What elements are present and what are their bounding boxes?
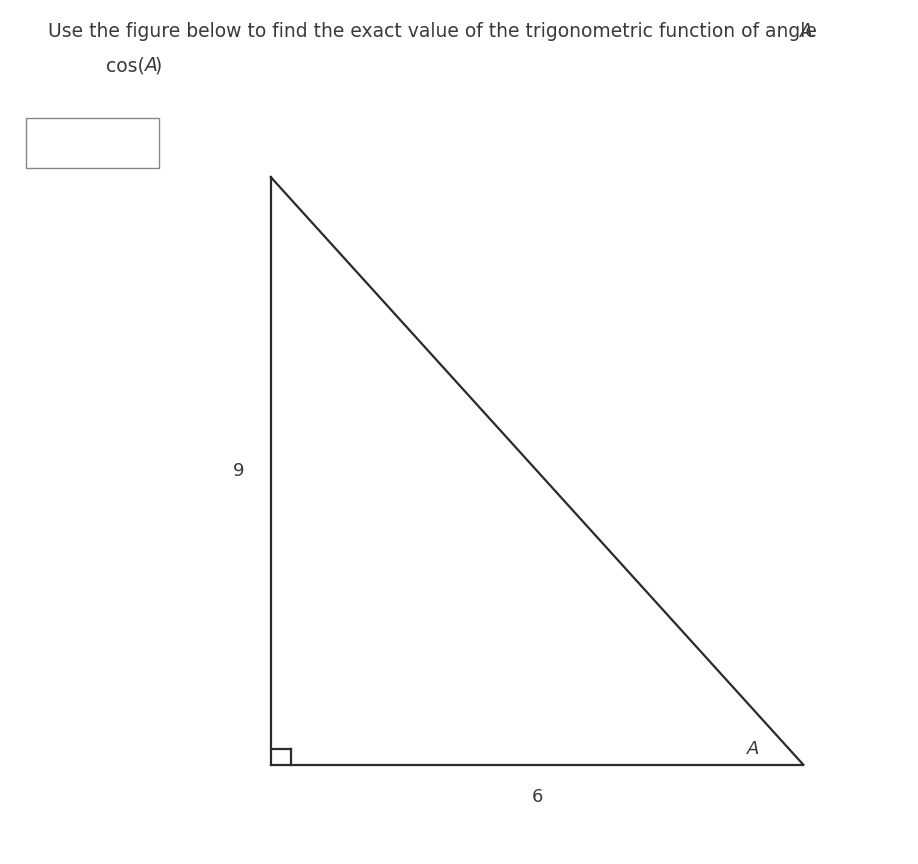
- Text: 6: 6: [532, 789, 543, 806]
- Text: 9: 9: [233, 462, 244, 480]
- Text: ): ): [154, 56, 162, 75]
- Text: A: A: [746, 740, 759, 758]
- Text: A: A: [800, 22, 813, 41]
- Text: A: A: [145, 56, 158, 75]
- Text: Use the figure below to find the exact value of the trigonometric function of an: Use the figure below to find the exact v…: [48, 22, 823, 41]
- Text: cos(: cos(: [106, 56, 144, 75]
- Text: .: .: [810, 22, 815, 41]
